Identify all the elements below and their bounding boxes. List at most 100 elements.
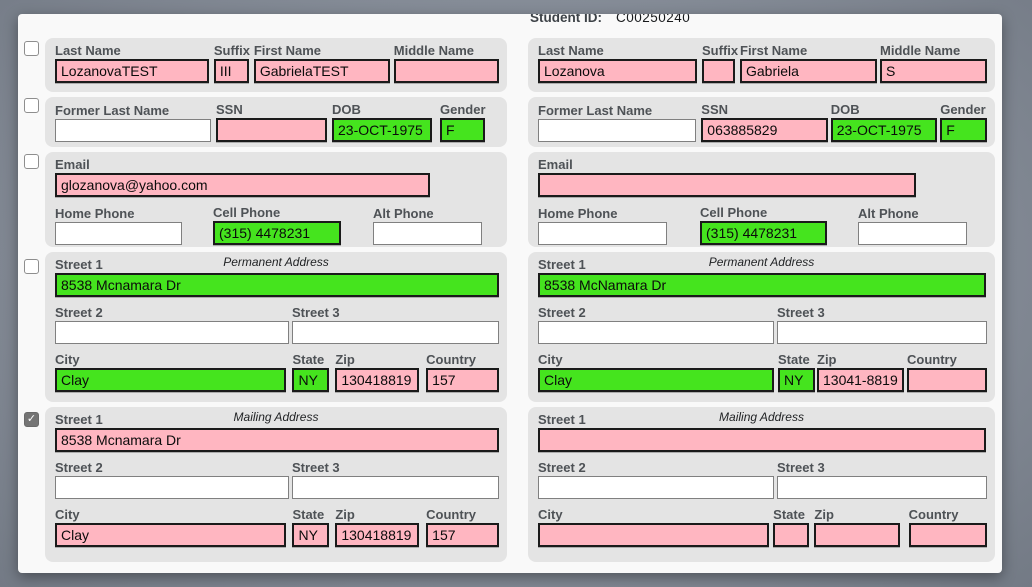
left-first-name-field[interactable]: GabrielaTEST bbox=[253, 59, 390, 83]
right-mail-state-field[interactable] bbox=[773, 523, 810, 547]
home-phone-label: Home Phone bbox=[55, 206, 135, 221]
email-label: Email bbox=[55, 157, 90, 172]
left-mail-street1-field[interactable]: 8538 Mcnamara Dr bbox=[55, 428, 499, 452]
left-former-last-name-field[interactable] bbox=[55, 119, 211, 142]
right-mail-city-field[interactable] bbox=[538, 523, 770, 547]
right-mail-street1-field[interactable] bbox=[538, 428, 986, 452]
ssn-label: SSN bbox=[216, 102, 243, 117]
right-perm-zip-field[interactable]: 13041-8819 bbox=[817, 368, 904, 392]
left-mail-street3-field[interactable] bbox=[291, 476, 499, 499]
left-perm-zip-field[interactable]: 130418819 bbox=[335, 368, 420, 392]
right-suffix-field[interactable] bbox=[702, 59, 735, 83]
dob-label: DOB bbox=[830, 102, 860, 117]
checkbox-mailing-section[interactable] bbox=[24, 412, 39, 427]
left-dob-field[interactable]: 23-OCT-1975 bbox=[332, 118, 432, 142]
checkbox-permanent-section[interactable] bbox=[24, 259, 39, 274]
right-email-field[interactable] bbox=[538, 173, 916, 197]
left-mail-state-field[interactable]: NY bbox=[292, 523, 330, 547]
street2-label: Street 2 bbox=[538, 305, 586, 320]
right-dob-field[interactable]: 23-OCT-1975 bbox=[830, 118, 938, 142]
right-former-last-name-field[interactable] bbox=[538, 119, 697, 142]
street1-label: Street 1 bbox=[538, 257, 586, 272]
left-suffix-field[interactable]: III bbox=[213, 59, 249, 83]
right-perm-state-field[interactable]: NY bbox=[778, 368, 815, 392]
right-mail-zip-field[interactable] bbox=[814, 523, 900, 547]
left-perm-street1-field[interactable]: 8538 Mcnamara Dr bbox=[55, 273, 499, 297]
zip-label: Zip bbox=[335, 507, 355, 522]
middle-name-label: Middle Name bbox=[393, 43, 474, 58]
left-mail-street2-field[interactable] bbox=[55, 476, 289, 499]
left-home-phone-field[interactable] bbox=[55, 222, 182, 245]
city-label: City bbox=[538, 507, 563, 522]
first-name-label: First Name bbox=[253, 43, 322, 58]
left-ssn-field[interactable] bbox=[216, 118, 327, 142]
left-email-field[interactable]: glozanova@yahoo.com bbox=[55, 173, 430, 197]
right-name-group: Last Name Lozanova Suffix First Name Gab… bbox=[528, 38, 995, 92]
left-perm-street3-field[interactable] bbox=[291, 321, 499, 344]
left-gender-field[interactable]: F bbox=[440, 118, 485, 142]
alt-phone-label: Alt Phone bbox=[858, 206, 919, 221]
left-perm-street2-field[interactable] bbox=[55, 321, 289, 344]
right-perm-city-field[interactable]: Clay bbox=[538, 368, 774, 392]
left-identity-group: Former Last Name SSN DOB 23-OCT-1975 Gen… bbox=[45, 97, 507, 147]
last-name-label: Last Name bbox=[55, 43, 121, 58]
left-contact-group: Email glozanova@yahoo.com Home Phone Cel… bbox=[45, 152, 507, 247]
right-record-column: Last Name Lozanova Suffix First Name Gab… bbox=[528, 38, 995, 567]
right-cell-phone-field[interactable]: (315) 4478231 bbox=[700, 221, 827, 245]
left-last-name-field[interactable]: LozanovaTEST bbox=[55, 59, 209, 83]
middle-name-label: Middle Name bbox=[880, 43, 961, 58]
left-mailing-address-group: Mailing Address Street 1 8538 Mcnamara D… bbox=[45, 407, 507, 562]
dob-label: DOB bbox=[332, 102, 361, 117]
left-perm-country-field[interactable]: 157 bbox=[426, 368, 499, 392]
right-ssn-field[interactable]: 063885829 bbox=[701, 118, 828, 142]
right-mailing-address-group: Mailing Address Street 1 Street 2 Street… bbox=[528, 407, 995, 562]
street2-label: Street 2 bbox=[538, 460, 586, 475]
left-perm-state-field[interactable]: NY bbox=[292, 368, 330, 392]
right-mail-street2-field[interactable] bbox=[538, 476, 774, 499]
left-middle-name-field[interactable] bbox=[393, 59, 499, 83]
country-label: Country bbox=[426, 352, 476, 367]
street3-label: Street 3 bbox=[777, 305, 825, 320]
student-id-value: C00250240 bbox=[616, 14, 691, 25]
left-mail-country-field[interactable]: 157 bbox=[426, 523, 499, 547]
city-label: City bbox=[55, 352, 80, 367]
left-cell-phone-field[interactable]: (315) 4478231 bbox=[213, 221, 341, 245]
right-last-name-field[interactable]: Lozanova bbox=[538, 59, 697, 83]
right-perm-street1-field[interactable]: 8538 McNamara Dr bbox=[538, 273, 986, 297]
street3-label: Street 3 bbox=[291, 460, 340, 475]
street2-label: Street 2 bbox=[55, 460, 103, 475]
right-perm-country-field[interactable] bbox=[907, 368, 987, 392]
street1-label: Street 1 bbox=[55, 257, 103, 272]
former-last-name-label: Former Last Name bbox=[538, 103, 653, 118]
home-phone-label: Home Phone bbox=[538, 206, 618, 221]
left-perm-city-field[interactable]: Clay bbox=[55, 368, 287, 392]
gender-label: Gender bbox=[940, 102, 986, 117]
first-name-label: First Name bbox=[740, 43, 808, 58]
last-name-label: Last Name bbox=[538, 43, 604, 58]
left-alt-phone-field[interactable] bbox=[373, 222, 482, 245]
left-mail-city-field[interactable]: Clay bbox=[55, 523, 287, 547]
zip-label: Zip bbox=[814, 507, 834, 522]
street3-label: Street 3 bbox=[291, 305, 340, 320]
zip-label: Zip bbox=[817, 352, 837, 367]
right-gender-field[interactable]: F bbox=[940, 118, 987, 142]
right-first-name-field[interactable]: Gabriela bbox=[740, 59, 877, 83]
checkbox-contact-section[interactable] bbox=[24, 154, 39, 169]
left-record-column: Last Name LozanovaTEST Suffix III First … bbox=[45, 38, 507, 567]
left-mail-zip-field[interactable]: 130418819 bbox=[335, 523, 420, 547]
right-home-phone-field[interactable] bbox=[538, 222, 667, 245]
mailing-address-title: Mailing Address bbox=[233, 410, 319, 424]
cell-phone-label: Cell Phone bbox=[700, 205, 768, 220]
student-id: Student ID: C00250240 bbox=[530, 14, 690, 27]
right-middle-name-field[interactable]: S bbox=[880, 59, 987, 83]
state-label: State bbox=[292, 507, 325, 522]
right-perm-street2-field[interactable] bbox=[538, 321, 774, 344]
state-label: State bbox=[292, 352, 325, 367]
zip-label: Zip bbox=[335, 352, 355, 367]
right-alt-phone-field[interactable] bbox=[858, 222, 967, 245]
right-mail-country-field[interactable] bbox=[908, 523, 987, 547]
checkbox-name-section[interactable] bbox=[24, 41, 39, 56]
right-mail-street3-field[interactable] bbox=[777, 476, 987, 499]
checkbox-identity-section[interactable] bbox=[24, 98, 39, 113]
right-perm-street3-field[interactable] bbox=[777, 321, 987, 344]
